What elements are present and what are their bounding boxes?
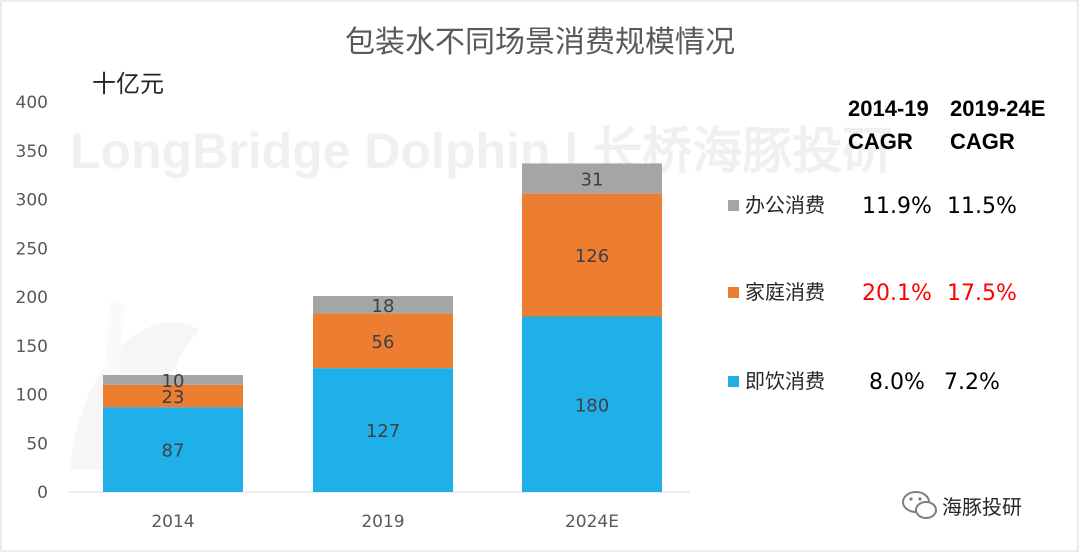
bar-segment: [313, 296, 453, 314]
cagr-value: 11.9%: [862, 194, 932, 219]
bar-segment: [313, 368, 453, 492]
watermark: LongBridge Dolphin | 长桥海豚投研: [70, 123, 892, 180]
bar-segment: [103, 375, 243, 385]
chart-title: 包装水不同场景消费规模情况: [345, 25, 735, 60]
y-tick-label: 250: [16, 239, 48, 259]
y-tick-label: 400: [16, 93, 48, 113]
data-label: 180: [575, 395, 609, 416]
legend-label: 家庭消费: [745, 280, 825, 304]
x-tick-label: 2024E: [565, 512, 619, 532]
legend-swatch: [728, 376, 739, 387]
bar-segment: [522, 163, 662, 194]
x-tick-label: 2014: [151, 512, 194, 532]
cagr-header-2-line-1: 2019-24E: [950, 96, 1045, 121]
bar-segment: [103, 384, 243, 408]
data-label: 87: [162, 441, 185, 462]
cagr-header-1-line-2: CAGR: [848, 129, 913, 154]
cagr-value: 7.2%: [944, 370, 1000, 395]
y-tick-label: 350: [16, 142, 48, 162]
bar-segment: [313, 313, 453, 369]
brand-label: 海豚投研: [942, 495, 1022, 519]
unit-label: 十亿元: [92, 70, 164, 98]
x-tick-label: 2019: [361, 512, 404, 532]
cagr-header-1: 2014-19 CAGR: [848, 96, 935, 154]
cagr-value: 17.5%: [947, 281, 1017, 306]
cagr-header-2: 2019-24E CAGR: [950, 96, 1052, 154]
cagr-value: 8.0%: [869, 370, 925, 395]
x-axis: 2014 2019 2024E: [151, 512, 619, 532]
data-label: 10: [162, 371, 185, 392]
y-tick-label: 150: [16, 337, 48, 357]
cagr-header-2-line-2: CAGR: [950, 129, 1015, 154]
legend: 办公消费 11.9% 11.5% 家庭消费 20.1% 17.5% 即饮消费 8.0% 7.2%: [728, 193, 1017, 395]
wechat-icon: [902, 491, 937, 519]
legend-swatch: [728, 200, 739, 211]
data-label: 56: [372, 332, 395, 353]
legend-swatch: [728, 287, 739, 298]
y-tick-label: 100: [16, 386, 48, 406]
y-tick-label: 300: [16, 191, 48, 211]
data-label: 23: [162, 387, 185, 408]
data-label: 126: [575, 246, 609, 267]
legend-label: 办公消费: [745, 193, 825, 217]
y-tick-label: 0: [37, 483, 48, 503]
cagr-header-1-line-1: 2014-19: [848, 96, 929, 121]
data-label: 31: [581, 170, 604, 191]
cagr-value: 20.1%: [862, 281, 932, 306]
data-label: 127: [366, 421, 400, 442]
brand-mark: 海豚投研: [902, 491, 1022, 519]
legend-label: 即饮消费: [745, 369, 825, 393]
y-tick-label: 50: [26, 434, 48, 454]
bar-segment: [103, 407, 243, 492]
cagr-value: 11.5%: [947, 194, 1017, 219]
y-tick-label: 200: [16, 288, 48, 308]
bar-segment: [522, 193, 662, 317]
y-axis: 0 50 100 150 200 250 300 350 400: [16, 93, 48, 503]
bar-segment: [522, 316, 662, 492]
data-label: 18: [372, 296, 395, 317]
